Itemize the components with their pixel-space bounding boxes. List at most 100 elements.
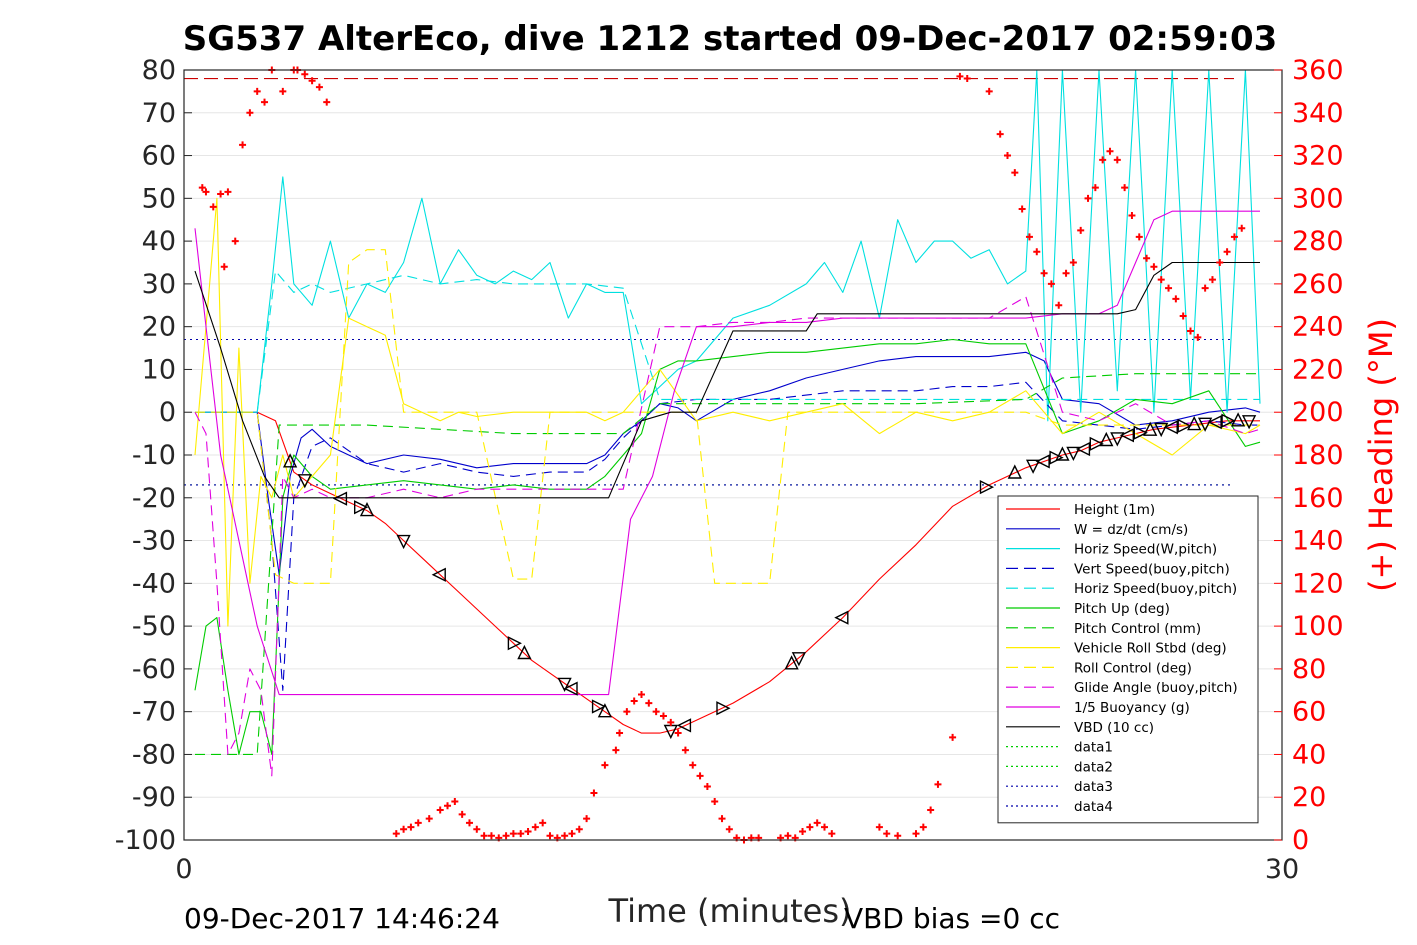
legend-label: Glide Angle (buoy,pitch) — [1074, 680, 1238, 696]
heading-marker — [919, 823, 927, 831]
triangle-marker — [1207, 414, 1222, 430]
triangle-marker — [1197, 417, 1213, 432]
heading-marker — [1208, 276, 1216, 284]
heading-marker — [301, 70, 309, 78]
y-tick-label-right: 40 — [1292, 739, 1326, 770]
triangle-marker — [1241, 415, 1257, 430]
legend-label: Pitch Up (deg) — [1074, 601, 1170, 617]
y-tick-label: -30 — [132, 526, 176, 557]
y-tick-label-right: 360 — [1292, 55, 1344, 86]
heading-marker — [1230, 233, 1238, 241]
triangle-marker — [1025, 459, 1041, 474]
heading-marker — [703, 783, 711, 791]
heading-marker — [231, 237, 239, 245]
legend-label: VBD (10 cc) — [1074, 720, 1154, 736]
triangle-marker — [1055, 446, 1070, 461]
heading-marker — [725, 825, 733, 833]
heading-marker — [1084, 194, 1092, 202]
y-tick-label: 60 — [142, 141, 176, 172]
triangle-marker — [1230, 412, 1246, 427]
y-tick-label-right: 80 — [1292, 654, 1326, 685]
heading-marker — [616, 729, 624, 737]
legend-label: data4 — [1074, 799, 1113, 815]
y-tick-label: -50 — [132, 611, 176, 642]
legend-label: data3 — [1074, 779, 1113, 795]
y-tick-label-right: 280 — [1292, 226, 1344, 257]
legend-label: Horiz Speed(W,pitch) — [1074, 542, 1217, 558]
y-ticks-right: 3603403203002802602402202001801601401201… — [1274, 55, 1344, 856]
heading-marker — [509, 830, 517, 838]
y-tick-label-right: 140 — [1292, 526, 1344, 557]
series-line-5 — [194, 338, 1261, 755]
heading-marker — [711, 798, 719, 805]
heading-marker — [315, 83, 323, 91]
heading-marker — [1143, 254, 1151, 262]
markers — [198, 67, 1257, 844]
legend-box — [997, 495, 1259, 824]
legend-label: data1 — [1074, 740, 1113, 756]
heading-marker — [1194, 333, 1202, 341]
triangle-marker — [1143, 421, 1158, 436]
y-tick-label: -100 — [115, 825, 176, 856]
heading-marker — [261, 98, 269, 106]
heading-marker — [279, 87, 287, 95]
heading-marker — [1055, 301, 1063, 309]
heading-marker — [400, 825, 408, 833]
heading-marker — [198, 184, 206, 192]
legend-label: Pitch Control (mm) — [1074, 621, 1201, 637]
y-tick-label-right: 320 — [1292, 141, 1344, 172]
heading-marker — [246, 109, 254, 117]
footer-vbd-bias: VBD bias =0 cc — [844, 902, 1060, 935]
heading-marker — [407, 823, 415, 831]
heading-marker — [1150, 263, 1158, 271]
legend: Height (1m) W = dz/dt (cm/s) Horiz Speed(W… — [997, 495, 1259, 824]
triangle-marker — [507, 636, 522, 651]
heading-marker — [517, 830, 525, 838]
series-line-6 — [195, 373, 1260, 755]
heading-marker — [667, 718, 675, 726]
y-tick-label: 10 — [142, 354, 176, 385]
triangle-marker — [1089, 436, 1104, 452]
heading-marker — [220, 263, 228, 271]
heading-marker — [894, 832, 902, 840]
triangle-marker — [591, 699, 607, 714]
y-tick-label: -90 — [132, 782, 176, 813]
triangle-marker — [676, 718, 692, 733]
heading-marker — [473, 825, 481, 833]
heading-marker — [1040, 269, 1048, 277]
heading-marker — [875, 823, 883, 831]
heading-marker — [934, 780, 942, 788]
triangle-marker — [1007, 464, 1022, 479]
heading-marker — [253, 87, 261, 95]
y-tick-label-right: 0 — [1292, 825, 1309, 856]
triangle-marker — [332, 491, 348, 506]
heading-marker — [1047, 280, 1055, 288]
triangle-marker — [979, 479, 995, 495]
y-tick-label: 30 — [142, 269, 176, 300]
legend-label: data2 — [1074, 759, 1113, 775]
heading-marker — [1091, 184, 1099, 192]
triangle-marker — [297, 474, 312, 489]
heading-marker — [1033, 248, 1041, 256]
heading-marker — [883, 830, 891, 838]
triangle-marker — [1163, 420, 1178, 435]
legend-label: W = dz/dt (cm/s) — [1074, 522, 1188, 538]
triangle-marker — [1099, 431, 1114, 447]
triangle-marker — [282, 453, 298, 468]
heading-marker — [1069, 259, 1077, 266]
triangle-marker — [563, 681, 578, 696]
triangle-marker — [517, 644, 532, 660]
series-line-10 — [194, 210, 1260, 696]
y-tick-label: -20 — [132, 483, 176, 514]
heading-marker — [414, 819, 422, 827]
y-tick-label-right: 260 — [1292, 269, 1344, 300]
series-line-2 — [195, 69, 1261, 422]
heading-marker — [217, 190, 225, 198]
y-tick-label: -10 — [132, 440, 176, 471]
triangle-marker — [431, 567, 446, 582]
triangle-marker — [834, 610, 849, 625]
triangle-marker — [1133, 425, 1148, 440]
heading-marker — [487, 832, 495, 840]
y-tick-label-right: 60 — [1292, 697, 1326, 728]
heading-marker — [696, 772, 704, 780]
